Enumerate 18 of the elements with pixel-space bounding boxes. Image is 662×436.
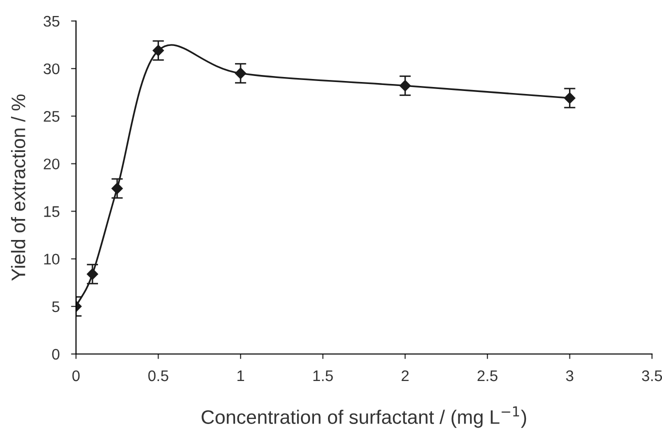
y-tick-label: 20 (44, 158, 60, 170)
y-tick-label: 15 (44, 206, 60, 217)
y-tick-label: 25 (44, 111, 60, 122)
y-tick-label: 30 (44, 63, 60, 74)
y-tick-label: 0 (52, 348, 60, 360)
y-axis-title: Yield of extraction / % (11, 94, 26, 281)
x-tick-label: 0 (72, 370, 80, 382)
x-tick-label: 1.5 (313, 370, 333, 382)
x-tick-label: 3.5 (642, 370, 662, 382)
y-tick-label: 10 (44, 254, 60, 265)
x-tick-label: 0.5 (148, 370, 168, 382)
y-tick-label: 5 (52, 301, 60, 312)
x-tick-label: 1 (237, 370, 244, 382)
x-tick-label: 2.5 (478, 370, 498, 382)
x-tick-label: 2 (402, 370, 409, 382)
y-tick-label: 35 (44, 16, 60, 27)
x-axis-title: Concentration of surfactant / (mg L$^{−1}$) (202, 406, 526, 428)
x-tick-label: 3 (566, 370, 574, 382)
